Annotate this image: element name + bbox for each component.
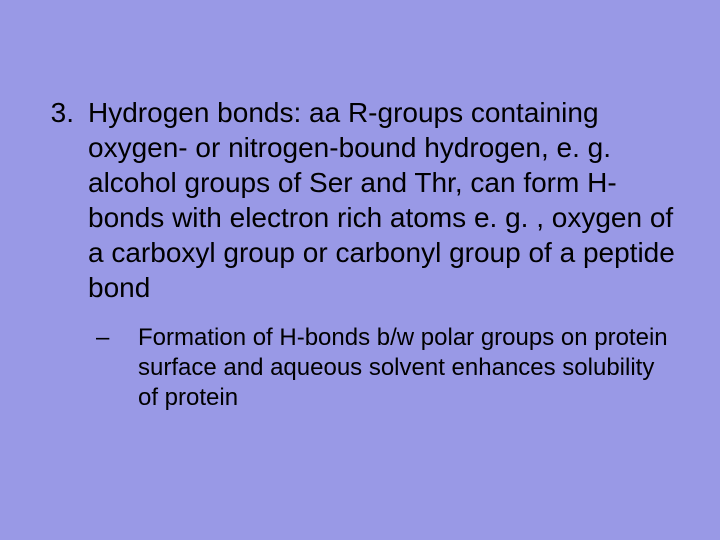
sub-item-marker: – (96, 323, 138, 353)
slide-container: 3. Hydrogen bonds: aa R-groups containin… (0, 0, 720, 413)
main-item-text: Hydrogen bonds: aa R-groups containing o… (88, 95, 680, 305)
main-item-number: 3. (40, 95, 88, 130)
sub-list-item: – Formation of H-bonds b/w polar groups … (40, 323, 680, 413)
sub-item-text: Formation of H-bonds b/w polar groups on… (138, 323, 680, 413)
main-list-item: 3. Hydrogen bonds: aa R-groups containin… (40, 95, 680, 305)
